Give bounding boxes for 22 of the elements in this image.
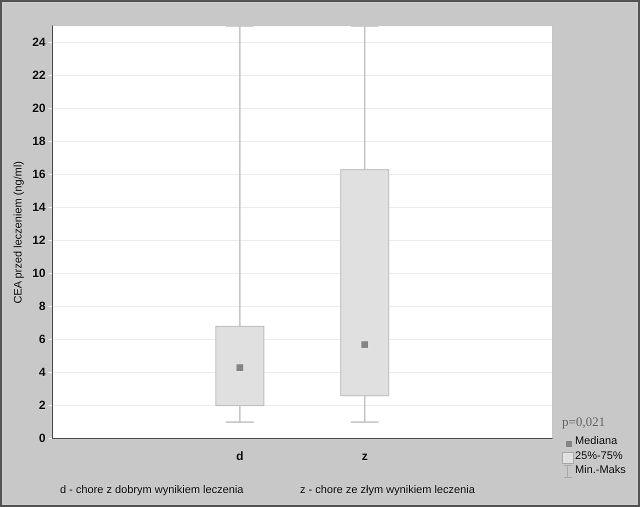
x-tick-label: d [236,449,244,464]
y-tick-label: 10 [32,266,46,280]
y-tick-label: 20 [32,100,46,115]
text: Min.-Maks [575,464,626,476]
y-tick-label: 2 [38,398,46,412]
y-tick-label: 14 [32,200,46,214]
y-tick-label: 4 [38,364,46,379]
text: p=0,021 [562,414,606,430]
y-tick-label: 18 [32,134,46,148]
text: 25%-75% [575,450,623,462]
y-tick-label: 12 [32,232,46,247]
y-tick-label: 0 [38,430,46,445]
y-tick-label: 16 [32,166,46,181]
y-tick-label: 24 [32,34,46,49]
y-axis-title: CEA przed leczeniem (ng/ml) [12,161,25,304]
text: d - chore z dobrym wynikiem leczenia [60,484,244,496]
text: Mediana [575,435,618,447]
text: z - chore ze złym wynikiem leczenia [300,484,475,496]
x-tick-label: z [362,449,368,464]
y-tick-label: 22 [32,68,46,82]
y-tick-label: 6 [38,332,46,346]
y-tick-label: 8 [38,298,46,313]
